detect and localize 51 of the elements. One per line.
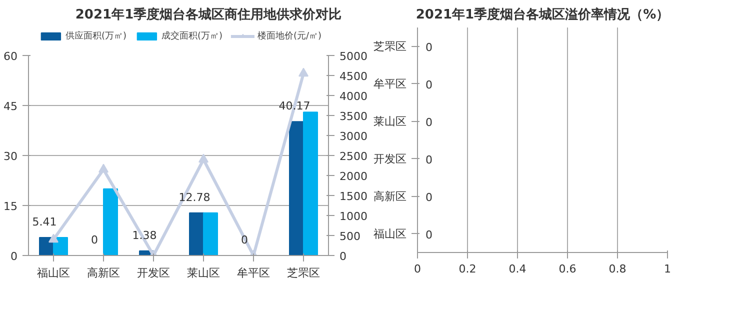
x-tick-label: 0.2 [458,262,476,276]
x-tick-label: 0.4 [508,262,526,276]
y2-tick-label: 5000 [340,50,368,63]
x-tick-label: 高新区 [87,266,120,280]
x-tick-label: 0 [414,262,421,276]
legend-label: 成交面积(万㎡) [161,30,222,42]
y2-tick-label: 1000 [340,210,368,223]
data-label: 0 [426,228,432,242]
legend-label: 供应面积(万㎡) [65,30,126,42]
y2-tick-label: 2500 [340,150,368,163]
x-tick-label: 开发区 [137,266,170,280]
y-tick-label: 莱山区 [374,114,406,128]
y2-tick-label: 4000 [340,90,368,103]
y-tick-label: 开发区 [374,152,406,166]
data-label: 1.38 [132,228,157,242]
data-label: 0 [426,153,432,166]
y2-tick-label: 500 [340,230,360,243]
y-tick-label: 牟平区 [374,77,406,90]
x-tick-label: 芝罘区 [287,266,320,280]
x-tick-label: 牟平区 [237,266,270,280]
y-tick-label: 30 [4,150,18,163]
data-label: 0 [426,78,432,92]
legend-label: 楼面地价(元/㎡) [258,30,322,42]
y2-tick-label: 4500 [340,70,368,83]
data-label: 12.78 [178,190,210,204]
y-tick-label: 0 [10,250,18,263]
data-label: 0 [426,40,432,54]
data-label: 0 [426,190,432,204]
data-label: 40.17 [278,100,310,113]
y-tick-label: 福山区 [374,227,406,240]
x-tick-label: 福山区 [37,266,70,280]
y2-tick-label: 3000 [340,130,368,143]
data-label: 0 [426,116,432,129]
x-tick-label: 莱山区 [187,266,220,280]
y-tick-label: 芝罘区 [374,40,406,53]
y2-tick-label: 0 [340,250,346,263]
chart-title: 2021年1季度烟台各城区溢价率情况（%） [416,6,670,22]
data-label: 0 [241,234,248,246]
y-tick-label: 15 [4,200,18,213]
data-label: 5.41 [32,215,57,228]
y2-tick-label: 2000 [340,170,368,183]
data-label: 0 [91,234,98,246]
y-tick-label: 高新区 [374,190,406,203]
y-tick-label: 45 [4,100,18,113]
y2-tick-label: 3500 [340,110,368,123]
x-tick-label: 1 [664,262,671,276]
x-tick-label: 0.8 [608,262,626,276]
y-tick-label: 60 [4,50,18,63]
chart-title: 2021年1季度烟台各城区商住用地供求价对比 [75,6,342,22]
y2-tick-label: 1500 [340,190,368,203]
x-tick-label: 0.6 [558,262,576,276]
